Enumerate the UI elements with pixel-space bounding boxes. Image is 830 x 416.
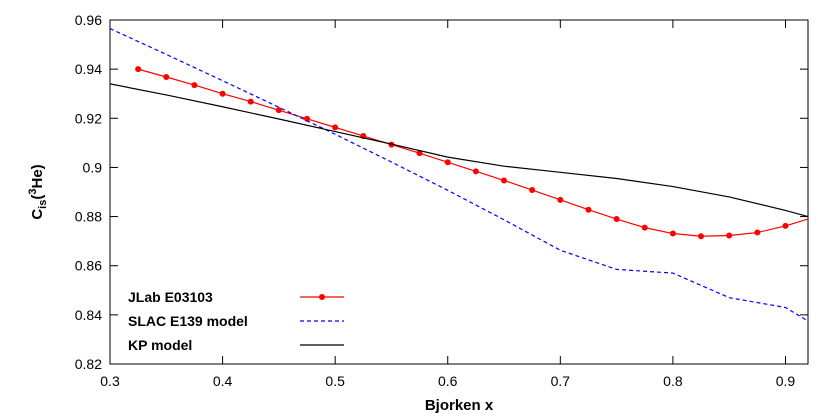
data-point-jlab-e03103	[304, 115, 311, 122]
x-tick-label: 0.7	[551, 373, 571, 389]
x-tick-label: 0.5	[325, 373, 345, 389]
plot-frame	[109, 19, 809, 365]
data-point-jlab-e03103	[135, 66, 142, 73]
legend-label-kp-model: KP model	[128, 337, 192, 353]
data-point-jlab-e03103	[275, 107, 282, 114]
data-point-jlab-e03103	[782, 222, 789, 229]
legend-marker-jlab-e03103	[319, 294, 325, 300]
data-point-jlab-e03103	[332, 124, 339, 131]
legend-label-jlab-e03103: JLab E03103	[128, 289, 213, 305]
series-line-kp-model	[110, 83, 808, 218]
data-point-jlab-e03103	[613, 216, 620, 223]
data-point-jlab-e03103	[698, 233, 705, 240]
data-point-jlab-e03103	[501, 177, 508, 184]
x-tick-label: 0.4	[213, 373, 233, 389]
y-axis-title-tail: He)	[29, 164, 46, 188]
y-tick-label: 0.92	[75, 110, 102, 126]
data-point-jlab-e03103	[472, 168, 479, 175]
data-point-jlab-e03103	[219, 90, 226, 97]
legend-label-slac-e139-model: SLAC E139 model	[128, 313, 248, 329]
axis-ticks	[109, 19, 808, 365]
y-tick-label: 0.84	[75, 307, 102, 323]
y-tick-label: 0.9	[83, 159, 103, 175]
x-axis-title: Bjorken x	[425, 397, 494, 414]
data-point-jlab-e03103	[247, 98, 254, 105]
plot-border	[109, 19, 809, 365]
data-point-jlab-e03103	[416, 150, 423, 157]
y-tick-label: 0.88	[75, 209, 102, 225]
y-axis-title-open: (	[29, 195, 46, 200]
data-point-jlab-e03103	[585, 206, 592, 213]
data-point-jlab-e03103	[754, 229, 761, 236]
y-tick-label: 0.96	[75, 12, 102, 28]
x-tick-label: 0.3	[100, 373, 120, 389]
series-line-slac-e139-model	[110, 28, 808, 322]
y-axis-title-sup: 3	[27, 189, 39, 195]
y-axis-title-base: C	[29, 209, 46, 220]
series-line-jlab-e03103	[137, 68, 808, 237]
axis-tick-labels: 0.3 0.4 0.5 0.6 0.7 0.8 0.9 0.82 0.84 0.86 0.88 0.9…	[75, 12, 796, 389]
data-point-jlab-e03103	[726, 232, 733, 239]
series-layer	[110, 28, 808, 322]
x-tick-label: 0.6	[438, 373, 458, 389]
data-point-jlab-e03103	[444, 159, 451, 166]
data-point-jlab-e03103	[163, 74, 170, 81]
data-point-jlab-e03103	[191, 82, 198, 89]
legend: JLab E03103 SLAC E139 model KP model	[128, 289, 344, 353]
y-tick-label: 0.94	[75, 61, 102, 77]
x-tick-label: 0.9	[776, 373, 796, 389]
y-tick-label: 0.82	[75, 356, 102, 372]
y-axis-title: Cis(3He)	[27, 164, 49, 219]
data-point-jlab-e03103	[669, 230, 676, 237]
y-axis-title-sub: is	[37, 200, 49, 209]
x-tick-label: 0.8	[663, 373, 683, 389]
data-point-jlab-e03103	[529, 187, 536, 194]
data-point-jlab-e03103	[641, 224, 648, 231]
y-tick-label: 0.86	[75, 258, 102, 274]
data-point-jlab-e03103	[557, 196, 564, 203]
